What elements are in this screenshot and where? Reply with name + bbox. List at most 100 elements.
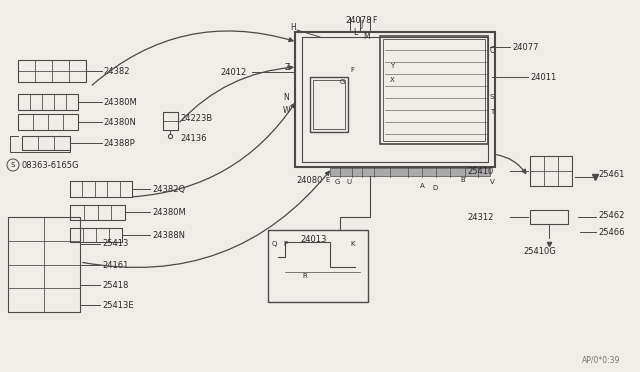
Bar	[44, 288, 80, 312]
Bar	[18, 114, 33, 130]
Text: A: A	[420, 183, 425, 189]
Bar	[70, 205, 125, 220]
Bar	[84, 205, 97, 220]
Bar	[70, 181, 83, 197]
Bar	[52, 71, 69, 82]
Bar	[69, 60, 86, 71]
Text: 24013: 24013	[300, 234, 326, 244]
Text: B: B	[460, 177, 465, 183]
Text: 24077: 24077	[512, 42, 538, 51]
Bar	[310, 77, 348, 132]
Bar	[96, 228, 109, 242]
Text: 24011: 24011	[530, 73, 556, 81]
Text: U: U	[346, 179, 351, 185]
Bar	[33, 114, 48, 130]
Bar	[558, 171, 572, 186]
Bar	[44, 241, 80, 264]
Bar	[18, 94, 78, 110]
Bar	[558, 156, 572, 171]
Text: P: P	[283, 241, 287, 247]
Bar	[95, 181, 108, 197]
Bar	[18, 94, 30, 110]
Bar	[8, 264, 44, 288]
Bar	[69, 71, 86, 82]
Text: 24080: 24080	[296, 176, 323, 185]
Text: Z: Z	[285, 62, 291, 71]
Bar	[48, 114, 63, 130]
Bar	[38, 136, 54, 150]
Bar	[530, 156, 544, 171]
Bar	[22, 136, 70, 150]
Text: C: C	[490, 45, 495, 55]
Text: M: M	[363, 32, 370, 41]
Text: 24382Q: 24382Q	[152, 185, 185, 193]
Text: 25461: 25461	[598, 170, 625, 179]
Bar	[70, 228, 122, 242]
Bar	[268, 230, 368, 302]
Text: 24136: 24136	[180, 134, 207, 142]
Text: W: W	[283, 106, 291, 115]
Bar	[163, 112, 178, 130]
Bar	[83, 228, 96, 242]
Text: D: D	[432, 185, 437, 191]
Bar	[42, 94, 54, 110]
Text: AP/0*0:39: AP/0*0:39	[582, 356, 620, 365]
Text: 24312: 24312	[468, 212, 494, 221]
Text: F: F	[350, 67, 354, 73]
Bar	[22, 136, 38, 150]
Bar	[330, 168, 490, 176]
Bar	[8, 217, 44, 241]
Text: N: N	[283, 93, 289, 102]
Bar	[8, 288, 44, 312]
Bar	[70, 181, 132, 197]
Text: X: X	[390, 77, 395, 83]
Text: 24388P: 24388P	[103, 138, 135, 148]
Bar	[383, 39, 485, 141]
Bar	[544, 156, 558, 171]
Bar	[44, 217, 80, 241]
Text: 25413E: 25413E	[102, 301, 134, 310]
Bar	[530, 210, 568, 224]
Bar	[18, 60, 35, 71]
Bar	[120, 181, 132, 197]
Bar	[109, 228, 122, 242]
Text: 24382: 24382	[103, 67, 129, 76]
Text: S: S	[11, 162, 15, 168]
Bar	[313, 80, 345, 129]
Text: R: R	[302, 273, 307, 279]
Text: 24380M: 24380M	[152, 208, 186, 217]
Text: 24380M: 24380M	[103, 97, 137, 106]
Text: G: G	[335, 179, 340, 185]
Bar	[63, 114, 78, 130]
Bar	[8, 241, 44, 264]
Bar	[530, 171, 544, 186]
Text: 24161: 24161	[102, 260, 129, 269]
Bar	[35, 60, 52, 71]
Bar	[54, 136, 70, 150]
Bar	[163, 121, 178, 130]
Bar	[18, 114, 78, 130]
Bar	[70, 228, 83, 242]
Text: 25418: 25418	[102, 280, 129, 289]
Bar	[52, 60, 69, 71]
Bar	[30, 94, 42, 110]
Bar	[54, 94, 66, 110]
Bar	[44, 264, 80, 288]
Bar	[83, 181, 95, 197]
Bar	[108, 181, 120, 197]
Text: 25410: 25410	[468, 167, 494, 176]
Bar	[302, 37, 488, 162]
Text: G: G	[340, 79, 346, 85]
Bar	[380, 36, 488, 144]
Bar	[111, 205, 125, 220]
Text: 08363-6165G: 08363-6165G	[21, 160, 79, 170]
Text: 24388N: 24388N	[152, 231, 185, 240]
Bar	[35, 71, 52, 82]
Bar	[70, 205, 84, 220]
Text: S: S	[490, 94, 494, 100]
Text: H: H	[290, 22, 296, 32]
Text: K: K	[350, 241, 355, 247]
Text: 25410G: 25410G	[524, 247, 556, 257]
Text: 25466: 25466	[598, 228, 625, 237]
Text: 24223B: 24223B	[180, 113, 212, 122]
